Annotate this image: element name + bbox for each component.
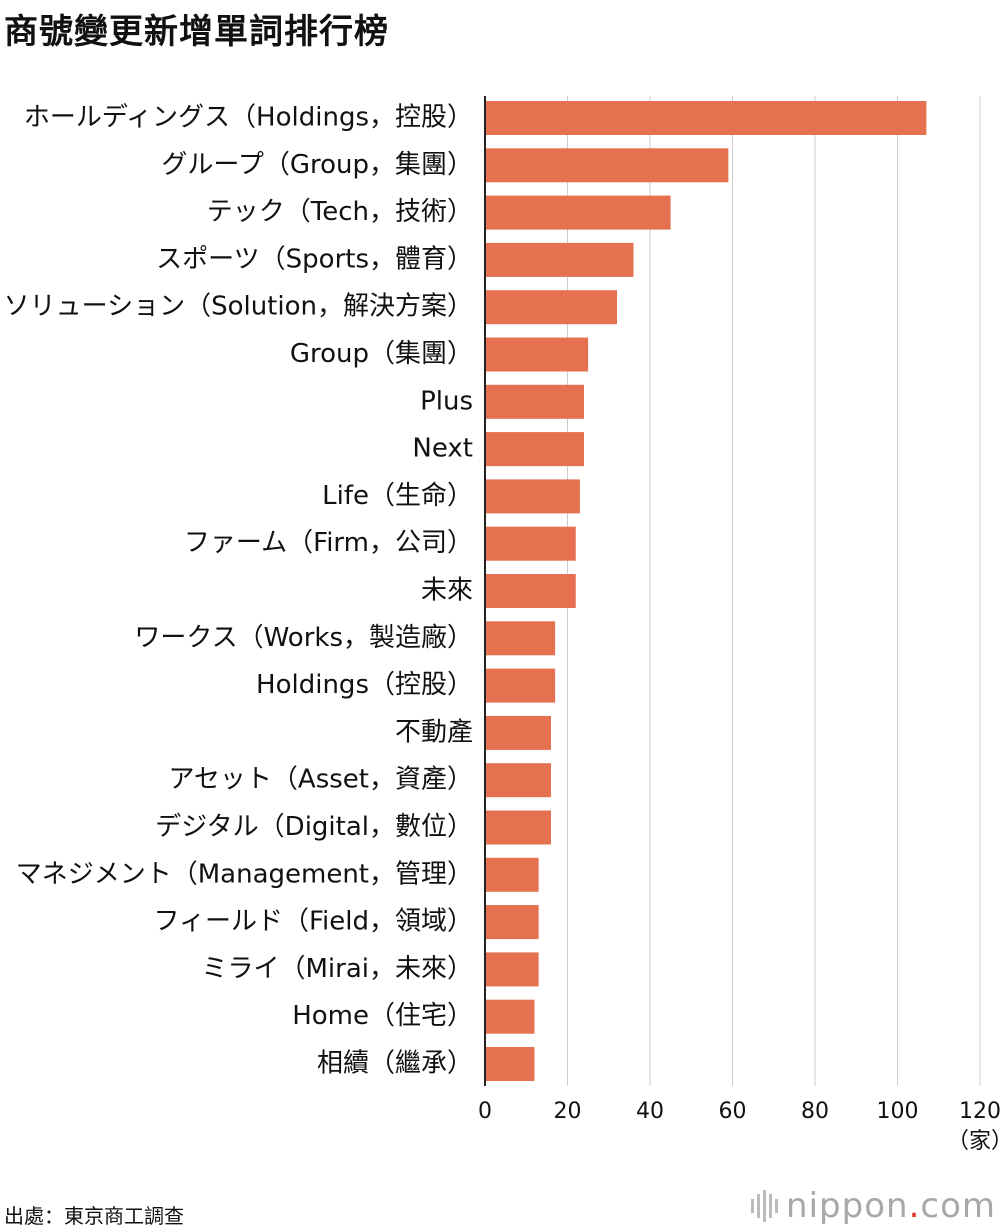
category-label: グループ（Group，集團）	[161, 150, 473, 180]
category-label: 未來	[421, 576, 473, 606]
category-label: Home（住宅）	[292, 1001, 473, 1031]
category-label: 不動產	[395, 717, 473, 747]
brand-text: nippon.com	[786, 1186, 996, 1226]
bar	[485, 810, 551, 845]
bar	[485, 479, 580, 514]
bar-chart: ホールディングス（Holdings，控股） グループ（Group，集團） テック（T…	[4, 96, 1000, 1154]
x-tick-label: 100	[877, 1099, 919, 1124]
category-label: Plus	[420, 386, 473, 416]
x-tick-label: 40	[636, 1099, 664, 1124]
bar	[485, 763, 551, 798]
x-tick-label: 120	[959, 1099, 1000, 1124]
brand-logo: nippon.com	[751, 1186, 996, 1226]
bar	[485, 952, 539, 987]
bar	[485, 148, 729, 183]
bar	[485, 290, 617, 325]
bar	[485, 526, 576, 561]
category-label: フィールド（Field，領域）	[154, 907, 474, 937]
bar	[485, 999, 535, 1034]
category-label: テック（Tech，技術）	[207, 197, 473, 227]
bar	[485, 1047, 535, 1081]
bar	[485, 337, 589, 372]
category-label: Group（集團）	[290, 339, 473, 369]
x-unit-label: （家）	[947, 1129, 1000, 1154]
chart-title: 商號變更新增單詞排行榜	[4, 12, 389, 52]
bar	[485, 715, 551, 750]
category-label: Life（生命）	[322, 481, 473, 511]
sound-bars-icon	[751, 1189, 779, 1223]
x-tick-label: 0	[478, 1099, 492, 1124]
bar	[485, 857, 539, 892]
category-label: ソリューション（Solution，解決方案）	[4, 292, 473, 322]
bar	[485, 432, 584, 467]
bar	[485, 101, 927, 135]
x-tick-label: 60	[719, 1099, 747, 1124]
bar	[485, 242, 634, 277]
x-tick-label: 20	[554, 1099, 582, 1124]
source-note: 出處：東京商工調查	[4, 1204, 184, 1228]
category-label: マネジメント（Management，管理）	[16, 859, 473, 889]
category-label: ファーム（Firm，公司）	[184, 528, 473, 558]
bar	[485, 384, 584, 419]
category-label: 相續（繼承）	[317, 1049, 473, 1079]
category-label: デジタル（Digital，數位）	[155, 812, 473, 842]
category-label: Next	[412, 434, 473, 464]
category-label: ホールディングス（Holdings，控股）	[24, 103, 473, 133]
category-label: Holdings（控股）	[256, 670, 473, 700]
category-label: スポーツ（Sports，體育）	[156, 244, 473, 274]
bar	[485, 621, 556, 656]
bar	[485, 905, 539, 940]
bar	[485, 668, 556, 703]
bar	[485, 574, 576, 608]
category-label: アセット（Asset，資產）	[168, 765, 473, 795]
category-label: ミライ（Mirai，未來）	[201, 954, 473, 984]
bar	[485, 195, 671, 230]
category-label: ワークス（Works，製造廠）	[134, 623, 473, 653]
x-tick-label: 80	[801, 1099, 829, 1124]
